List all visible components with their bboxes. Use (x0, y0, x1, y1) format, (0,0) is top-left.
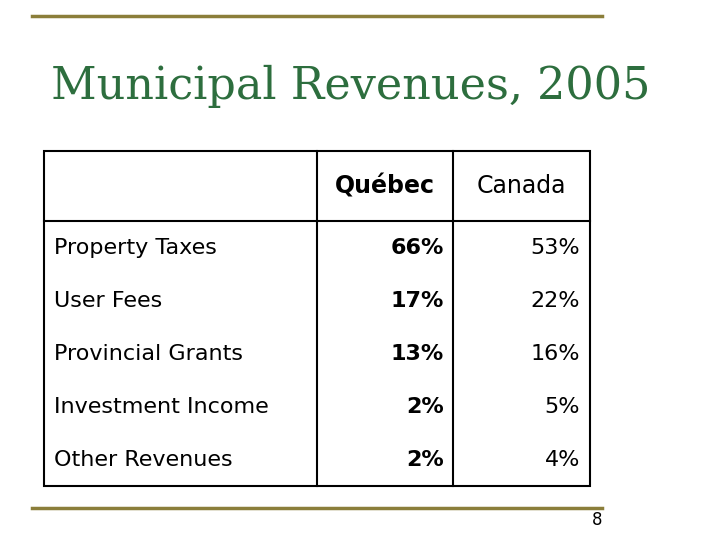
Text: 2%: 2% (406, 396, 444, 417)
Text: Québec: Québec (335, 174, 435, 198)
Text: Property Taxes: Property Taxes (54, 238, 217, 258)
Text: User Fees: User Fees (54, 291, 162, 311)
Text: 4%: 4% (545, 449, 580, 470)
Text: 5%: 5% (544, 396, 580, 417)
Text: 53%: 53% (531, 238, 580, 258)
Text: 8: 8 (592, 511, 603, 529)
Bar (45, 151, 590, 486)
Text: Municipal Revenues, 2005: Municipal Revenues, 2005 (50, 65, 650, 108)
Text: 66%: 66% (390, 238, 444, 258)
Text: Canada: Canada (477, 174, 566, 198)
Text: 17%: 17% (390, 291, 444, 311)
Text: 13%: 13% (390, 343, 444, 364)
Text: Other Revenues: Other Revenues (54, 449, 233, 470)
Text: Investment Income: Investment Income (54, 396, 269, 417)
Text: 16%: 16% (531, 343, 580, 364)
Text: 2%: 2% (406, 449, 444, 470)
Text: 22%: 22% (531, 291, 580, 311)
Text: Provincial Grants: Provincial Grants (54, 343, 243, 364)
